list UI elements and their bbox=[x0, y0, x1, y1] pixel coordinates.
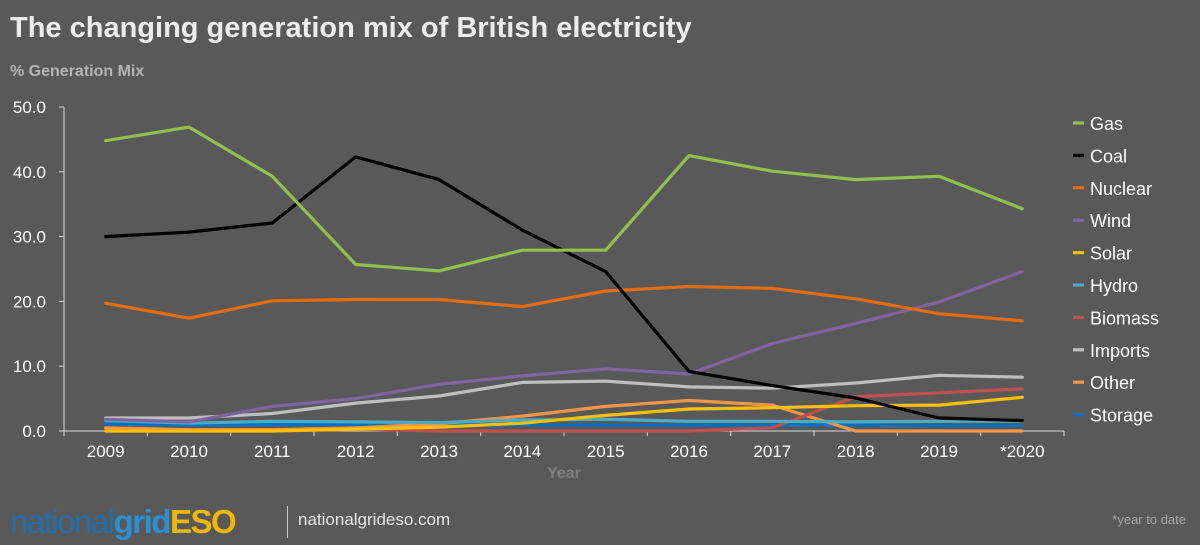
legend-label-storage: Storage bbox=[1090, 406, 1153, 426]
x-tick-label: 2013 bbox=[420, 442, 458, 461]
legend-label-coal: Coal bbox=[1090, 146, 1127, 166]
footer-divider bbox=[287, 506, 288, 538]
series-line-solar bbox=[104, 395, 1024, 433]
legend-label-hydro: Hydro bbox=[1090, 276, 1138, 296]
series-line-nuclear bbox=[104, 284, 1024, 323]
y-tick-label: 20.0 bbox=[13, 292, 46, 311]
legend-label-solar: Solar bbox=[1090, 244, 1132, 264]
x-tick-label: 2014 bbox=[503, 442, 541, 461]
x-tick-label: 2012 bbox=[337, 442, 375, 461]
y-tick-label: 0.0 bbox=[22, 422, 46, 441]
x-tick-label: 2018 bbox=[837, 442, 875, 461]
x-axis-title: Year bbox=[547, 465, 581, 482]
legend-label-other: Other bbox=[1090, 373, 1135, 393]
series-line-imports bbox=[104, 373, 1024, 420]
x-tick-label: *2020 bbox=[1000, 442, 1044, 461]
logo-eso-text: ESO bbox=[169, 503, 237, 540]
x-tick-label: 2009 bbox=[87, 442, 125, 461]
legend-label-gas: Gas bbox=[1090, 114, 1123, 134]
y-tick-label: 10.0 bbox=[13, 357, 46, 376]
logo-national-text: national bbox=[10, 503, 115, 540]
website-text: nationalgrideso.com bbox=[298, 510, 451, 529]
x-tick-label: 2015 bbox=[587, 442, 625, 461]
x-tick-label: 2016 bbox=[670, 442, 708, 461]
y-tick-label: 30.0 bbox=[13, 228, 46, 247]
legend-label-imports: Imports bbox=[1090, 341, 1150, 361]
nationalgrideso-logo: nationalgridESO bbox=[10, 503, 237, 540]
x-tick-label: 2019 bbox=[920, 442, 958, 461]
series-line-wind bbox=[104, 270, 1024, 424]
x-tick-label: 2011 bbox=[254, 442, 291, 461]
x-tick-label: 2017 bbox=[753, 442, 791, 461]
x-tick-label: 2010 bbox=[170, 442, 208, 461]
chart-title: The changing generation mix of British e… bbox=[10, 12, 692, 44]
y-tick-label: 50.0 bbox=[13, 98, 46, 117]
series-line-storage bbox=[104, 422, 1024, 428]
legend-label-biomass: Biomass bbox=[1090, 308, 1159, 328]
legend-label-nuclear: Nuclear bbox=[1090, 179, 1152, 199]
y-axis-label: % Generation Mix bbox=[10, 63, 145, 80]
y-tick-label: 40.0 bbox=[13, 163, 46, 182]
logo-grid-text: grid bbox=[113, 503, 172, 540]
series-line-gas bbox=[104, 125, 1024, 273]
footnote: *year to date bbox=[1112, 512, 1186, 527]
legend-label-wind: Wind bbox=[1090, 211, 1131, 231]
